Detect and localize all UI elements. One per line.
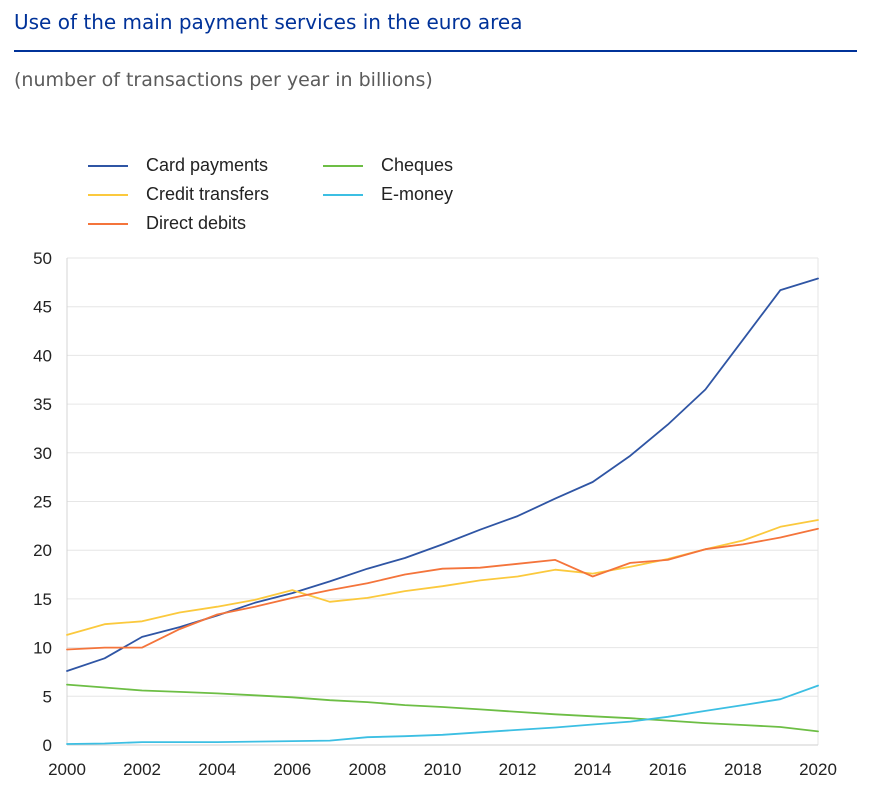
y-tick-label: 10 <box>33 639 52 658</box>
legend-item-credit-transfers[interactable]: Credit transfers <box>88 184 269 205</box>
x-tick-label: 2006 <box>273 760 311 779</box>
y-tick-label: 5 <box>43 687 52 706</box>
legend-swatch <box>88 164 128 167</box>
series-line-cheques <box>66 683 819 733</box>
series-line-credit-transfers <box>66 519 819 636</box>
series-lines <box>66 277 819 745</box>
x-tick-label: 2004 <box>198 760 236 779</box>
legend-label: E-money <box>381 184 454 204</box>
legend-label: Credit transfers <box>146 184 270 204</box>
series-line-e-money <box>66 684 819 745</box>
legend-label: Cheques <box>381 155 454 175</box>
legend-swatch <box>323 164 363 167</box>
tick-labels: 0 5 10 15 20 25 30 35 40 45 50 2000 2002 2004 2006 2008… <box>33 249 837 779</box>
y-tick-label: 50 <box>33 249 52 268</box>
legend-label: Card payments <box>146 155 269 175</box>
legend-item-e-money[interactable]: E-money <box>323 184 453 205</box>
y-tick-label: 25 <box>33 493 52 512</box>
chart-legend: Card payments Credit transfers Direct de… <box>0 0 870 240</box>
y-tick-label: 20 <box>33 541 52 560</box>
y-tick-label: 30 <box>33 444 52 463</box>
legend-item-cheques[interactable]: Cheques <box>323 155 453 176</box>
y-tick-label: 40 <box>33 346 52 365</box>
legend-swatch <box>88 222 128 225</box>
x-tick-label: 2020 <box>799 760 837 779</box>
y-tick-label: 45 <box>33 298 52 317</box>
x-tick-label: 2014 <box>574 760 612 779</box>
x-tick-label: 2002 <box>123 760 161 779</box>
x-tick-label: 2018 <box>724 760 762 779</box>
x-tick-label: 2010 <box>424 760 462 779</box>
chart-subtitle: (number of transactions per year in bill… <box>14 69 433 91</box>
title-divider <box>14 50 857 52</box>
y-tick-label: 15 <box>33 590 52 609</box>
x-tick-label: 2016 <box>649 760 687 779</box>
legend-label: Direct debits <box>146 213 247 233</box>
axes <box>66 258 818 746</box>
x-tick-label: 2008 <box>348 760 386 779</box>
page-title: Use of the main payment services in the … <box>14 10 523 34</box>
series-line-direct-debits <box>66 527 819 651</box>
x-tick-label: 2012 <box>499 760 537 779</box>
legend-item-direct-debits[interactable]: Direct debits <box>88 213 246 234</box>
series-line-card-payments <box>66 277 819 672</box>
y-tick-label: 0 <box>43 736 52 755</box>
gridlines <box>67 257 819 745</box>
legend-swatch <box>323 193 363 196</box>
x-tick-label: 2000 <box>48 760 86 779</box>
legend-item-card-payments[interactable]: Card payments <box>88 155 268 176</box>
legend-swatch <box>88 193 128 196</box>
y-tick-label: 35 <box>33 395 52 414</box>
